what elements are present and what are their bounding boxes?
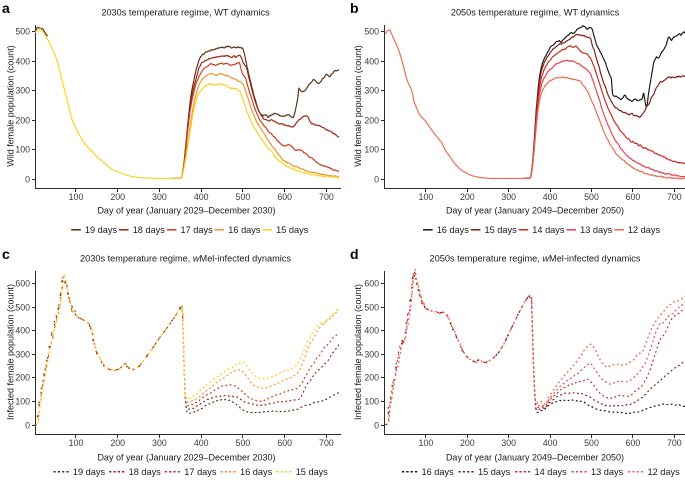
svg-text:0: 0: [25, 175, 30, 185]
svg-text:400: 400: [194, 438, 209, 448]
svg-text:100: 100: [364, 397, 379, 407]
svg-text:d: d: [350, 246, 359, 262]
svg-text:300: 300: [15, 350, 30, 360]
svg-text:100: 100: [15, 397, 30, 407]
svg-text:15 days: 15 days: [276, 225, 309, 235]
svg-text:2050s temperature regime, wMel: 2050s temperature regime, wMel-infected …: [430, 253, 641, 263]
svg-text:100: 100: [69, 438, 84, 448]
svg-text:14 days: 14 days: [532, 225, 565, 235]
svg-text:500: 500: [364, 27, 379, 37]
svg-text:400: 400: [15, 57, 30, 67]
svg-text:19 days: 19 days: [73, 467, 106, 477]
svg-text:15 days: 15 days: [478, 467, 511, 477]
svg-text:600: 600: [277, 192, 292, 202]
svg-text:200: 200: [15, 116, 30, 126]
svg-text:12 days: 12 days: [648, 467, 681, 477]
svg-text:600: 600: [364, 279, 379, 289]
svg-text:17 days: 17 days: [181, 225, 214, 235]
svg-text:Infected female population (co: Infected female population (count): [353, 284, 363, 420]
svg-text:500: 500: [584, 438, 599, 448]
svg-text:600: 600: [626, 192, 641, 202]
svg-text:c: c: [2, 246, 10, 262]
svg-text:600: 600: [626, 438, 641, 448]
svg-text:0: 0: [374, 421, 379, 431]
svg-text:400: 400: [194, 192, 209, 202]
svg-text:400: 400: [543, 192, 558, 202]
svg-text:Day of year (January 2029–Dece: Day of year (January 2029–December 2030): [97, 452, 275, 462]
svg-text:200: 200: [460, 438, 475, 448]
svg-text:300: 300: [501, 438, 516, 448]
svg-text:13 days: 13 days: [580, 225, 613, 235]
svg-text:300: 300: [152, 192, 167, 202]
svg-text:100: 100: [69, 192, 84, 202]
svg-text:15 days: 15 days: [485, 225, 518, 235]
svg-text:500: 500: [15, 303, 30, 313]
svg-text:500: 500: [584, 192, 599, 202]
svg-text:16 days: 16 days: [240, 467, 273, 477]
svg-text:15 days: 15 days: [296, 467, 329, 477]
svg-text:200: 200: [364, 116, 379, 126]
svg-text:16 days: 16 days: [437, 225, 470, 235]
svg-text:Day of year (January 2049–Dece: Day of year (January 2049–December 2050): [446, 452, 624, 462]
svg-text:500: 500: [15, 27, 30, 37]
svg-text:700: 700: [667, 438, 682, 448]
svg-text:a: a: [2, 0, 10, 16]
svg-text:Day of year (January 2049–Dece: Day of year (January 2049–December 2050): [446, 205, 624, 215]
svg-text:100: 100: [419, 438, 434, 448]
svg-text:400: 400: [364, 57, 379, 67]
svg-text:b: b: [350, 0, 359, 16]
svg-text:300: 300: [364, 350, 379, 360]
svg-text:Infected female population (co: Infected female population (count): [6, 284, 16, 420]
svg-text:400: 400: [543, 438, 558, 448]
svg-text:0: 0: [25, 421, 30, 431]
svg-text:400: 400: [15, 326, 30, 336]
svg-text:16 days: 16 days: [422, 467, 455, 477]
svg-text:600: 600: [277, 438, 292, 448]
svg-text:300: 300: [15, 86, 30, 96]
svg-text:600: 600: [15, 279, 30, 289]
svg-text:18 days: 18 days: [133, 225, 166, 235]
svg-text:12 days: 12 days: [628, 225, 661, 235]
svg-text:700: 700: [319, 438, 334, 448]
svg-text:100: 100: [364, 145, 379, 155]
svg-text:300: 300: [364, 86, 379, 96]
svg-text:17 days: 17 days: [184, 467, 217, 477]
svg-text:500: 500: [236, 192, 251, 202]
svg-text:Wild female population (count): Wild female population (count): [6, 45, 16, 167]
svg-text:400: 400: [364, 326, 379, 336]
svg-text:Day of year (January 2029–Dece: Day of year (January 2029–December 2030): [97, 205, 275, 215]
svg-text:18 days: 18 days: [129, 467, 162, 477]
svg-text:14 days: 14 days: [535, 467, 568, 477]
svg-text:200: 200: [110, 192, 125, 202]
svg-text:2030s temperature regime, wMel: 2030s temperature regime, wMel-infected …: [80, 253, 291, 263]
svg-text:13 days: 13 days: [591, 467, 624, 477]
svg-text:500: 500: [236, 438, 251, 448]
svg-text:200: 200: [364, 373, 379, 383]
svg-text:500: 500: [364, 303, 379, 313]
svg-text:200: 200: [15, 373, 30, 383]
svg-text:0: 0: [374, 175, 379, 185]
svg-text:16 days: 16 days: [228, 225, 261, 235]
svg-text:300: 300: [501, 192, 516, 202]
svg-text:100: 100: [15, 145, 30, 155]
svg-text:Wild female population (count): Wild female population (count): [353, 45, 363, 167]
svg-text:100: 100: [419, 192, 434, 202]
svg-text:200: 200: [460, 192, 475, 202]
svg-text:19 days: 19 days: [85, 225, 118, 235]
svg-text:700: 700: [667, 192, 682, 202]
svg-text:2030s temperature regime, WT d: 2030s temperature regime, WT dynamics: [101, 7, 270, 17]
svg-text:200: 200: [110, 438, 125, 448]
svg-text:700: 700: [319, 192, 334, 202]
svg-text:300: 300: [152, 438, 167, 448]
svg-text:2050s temperature regime, WT d: 2050s temperature regime, WT dynamics: [451, 7, 620, 17]
